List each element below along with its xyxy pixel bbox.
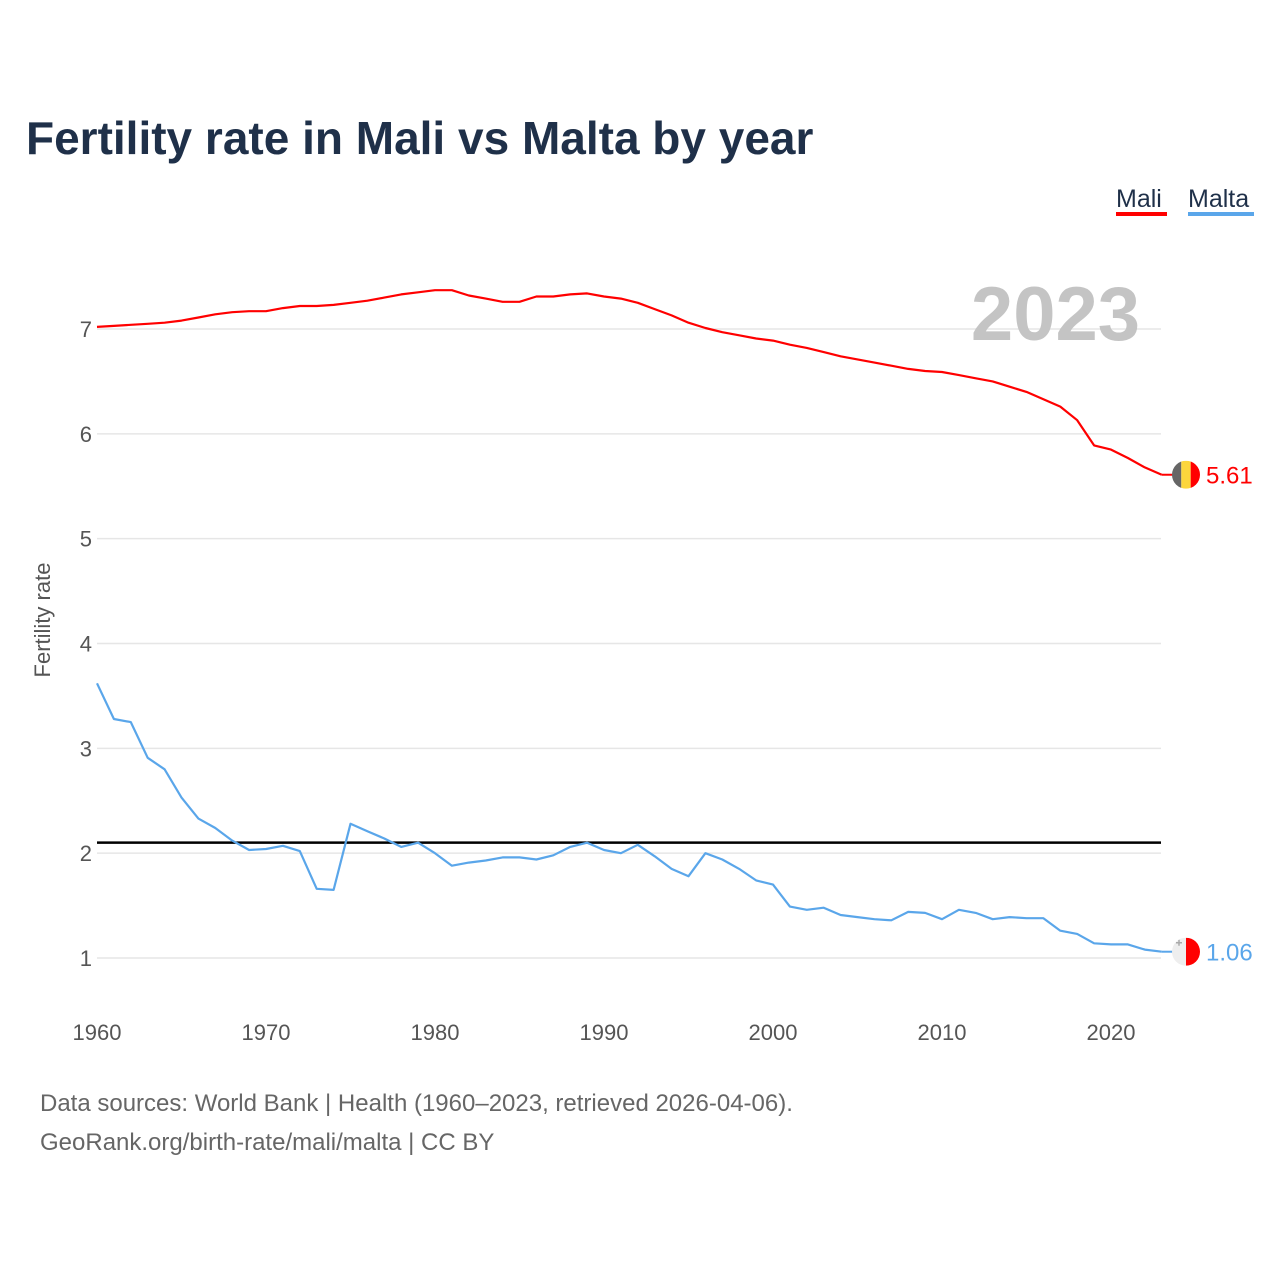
y-tick-6: 6 [80,422,92,447]
x-tick-1960: 1960 [73,1020,122,1045]
source-line-1: Data sources: World Bank | Health (1960–… [40,1090,793,1117]
legend: Mali Malta [1116,185,1254,216]
x-tick-1990: 1990 [580,1020,629,1045]
legend-label-malta: Malta [1188,185,1249,213]
series-line-mali [96,289,1163,476]
y-tick-4: 4 [80,632,92,657]
year-label: 2023 [971,272,1140,357]
y-tick-5: 5 [80,527,92,552]
legend-item-malta[interactable]: Malta [1188,185,1254,216]
legend-swatch-mali [1116,212,1167,216]
y-tick-1: 1 [80,946,92,971]
source-line-2[interactable]: GeoRank.org/birth-rate/mali/malta | CC B… [40,1129,494,1156]
end-label-mali: 5.61 [1206,463,1253,490]
y-axis-ticks: 1 2 3 4 5 6 7 [80,317,92,971]
x-tick-2020: 2020 [1087,1020,1136,1045]
legend-swatch-malta [1188,212,1254,216]
legend-label-mali: Mali [1116,185,1162,213]
x-tick-2010: 2010 [918,1020,967,1045]
grid [97,328,1161,959]
y-tick-3: 3 [80,736,92,761]
y-tick-2: 2 [80,841,92,866]
end-markers: 5.61 1.06 [1161,460,1253,967]
end-label-malta: 1.06 [1206,940,1253,967]
legend-item-mali[interactable]: Mali [1116,185,1167,216]
x-tick-1980: 1980 [411,1020,460,1045]
x-axis-ticks: 1960 1970 1980 1990 2000 2010 2020 [73,1020,1136,1045]
x-tick-2000: 2000 [749,1020,798,1045]
series-lines [96,289,1163,953]
y-axis-label: Fertility rate [30,563,55,678]
chart-title: Fertility rate in Mali vs Malta by year [26,112,814,164]
flag-mali-icon [1172,460,1200,489]
series-line-malta [96,682,1162,953]
y-tick-7: 7 [80,317,92,342]
flag-malta-icon [1172,937,1200,966]
x-tick-1970: 1970 [242,1020,291,1045]
